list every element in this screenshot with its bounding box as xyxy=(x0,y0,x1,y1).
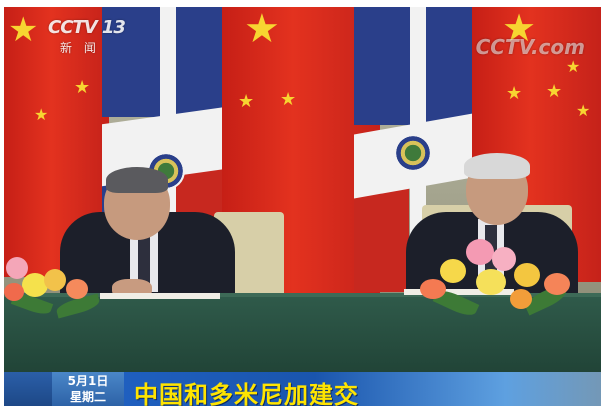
video-frame: ★ ★ ★ ★ ★ ★ ★ ★ ★ ★ ★ xyxy=(4,7,601,406)
signing-table xyxy=(4,297,601,372)
large-star-icon: ★ xyxy=(8,10,39,50)
channel-logo: CCTV 13 xyxy=(48,17,126,38)
headline-text: 中国和多米尼加建交 xyxy=(134,381,359,406)
news-caption-banner: 5月1日 星期二 中国和多米尼加建交 xyxy=(4,372,601,406)
small-star-icon: ★ xyxy=(238,91,255,112)
large-star-icon: ★ xyxy=(244,7,280,52)
small-star-icon: ★ xyxy=(34,105,49,124)
date-label: 5月1日 xyxy=(67,374,109,388)
headline-box: 中国和多米尼加建交 xyxy=(124,372,601,406)
coat-of-arms-icon xyxy=(394,134,432,172)
large-star-icon: ★ xyxy=(502,7,537,50)
weekday-label: 星期二 xyxy=(69,390,106,404)
watermark-logo: CCTV.com xyxy=(475,35,585,59)
small-star-icon: ★ xyxy=(280,89,297,110)
document-left xyxy=(100,293,220,299)
small-star-icon: ★ xyxy=(74,77,91,98)
small-star-icon: ★ xyxy=(566,57,581,76)
document-right xyxy=(404,289,514,295)
small-star-icon: ★ xyxy=(506,83,523,104)
small-star-icon: ★ xyxy=(546,81,563,102)
small-star-icon: ★ xyxy=(576,101,591,120)
channel-sub-label: 新 闻 xyxy=(60,41,100,55)
date-box: 5月1日 星期二 xyxy=(52,372,124,406)
